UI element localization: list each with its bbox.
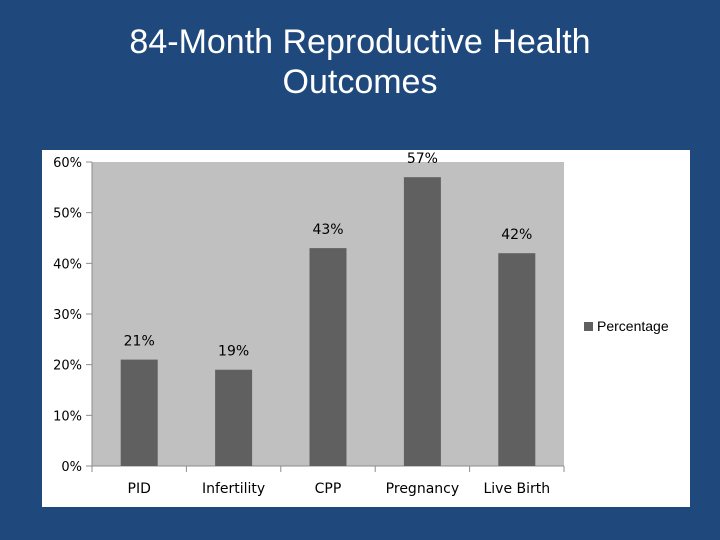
y-tick-label: 40% (53, 257, 82, 272)
bar-pregnancy (403, 177, 441, 466)
slide-title-line-2: Outcomes (282, 63, 438, 101)
y-tick-label: 0% (61, 460, 82, 475)
bar-live-birth (498, 253, 536, 466)
slide-title: 84-Month Reproductive Health Outcomes (60, 22, 660, 102)
bar-chart: 0% 10% 20% 30% 40% 50% 60% 21% PID 19% Infertility… (53, 151, 565, 497)
x-tick-label: CPP (315, 481, 342, 497)
chart-panel: 0% 10% 20% 30% 40% 50% 60% 21% PID 19% Infertility… (42, 150, 690, 507)
bar-cpp (309, 248, 347, 466)
slide-title-line-1: 84-Month Reproductive Health (129, 23, 591, 61)
data-label: 21% (124, 334, 155, 350)
legend: Percentage (584, 318, 669, 334)
legend-label: Percentage (597, 318, 669, 334)
x-tick-label: Pregnancy (386, 481, 459, 497)
y-tick-label: 60% (53, 156, 82, 171)
y-tick-label: 50% (53, 207, 82, 222)
y-tick-label: 30% (53, 308, 82, 323)
data-label: 42% (501, 227, 532, 243)
legend-swatch (584, 321, 593, 331)
x-tick-label: Infertility (202, 481, 265, 497)
x-tick-label: Live Birth (483, 481, 550, 497)
y-tick-label: 20% (53, 359, 82, 374)
data-label: 43% (312, 222, 343, 238)
y-tick-label: 10% (53, 409, 82, 424)
bar-infertility (215, 369, 253, 466)
data-label: 19% (218, 344, 249, 360)
x-tick-label: PID (128, 481, 151, 497)
bar-pid (120, 359, 158, 466)
data-label: 57% (407, 151, 438, 167)
